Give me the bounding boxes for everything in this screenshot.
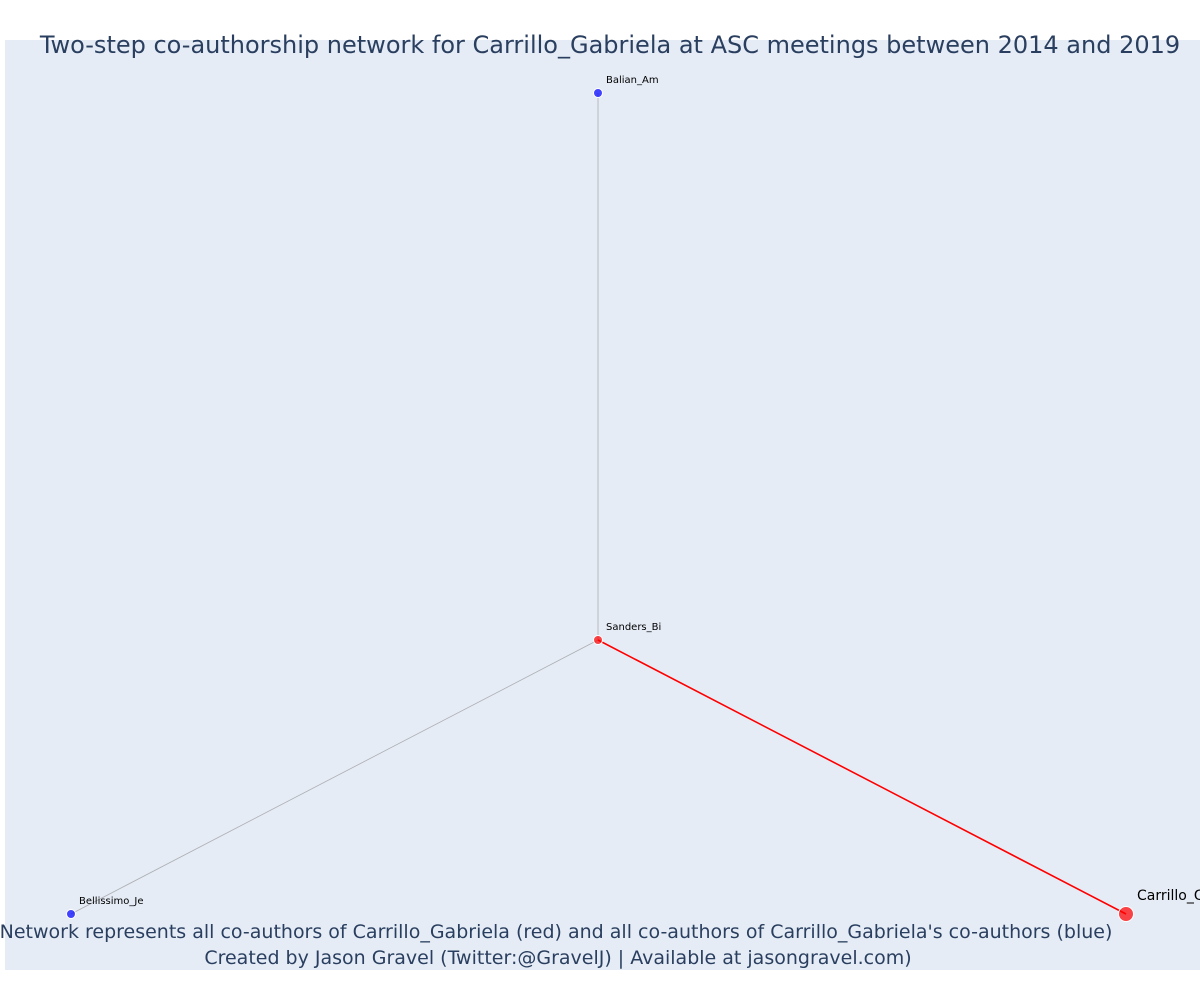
node-sanders_bi[interactable] xyxy=(593,635,603,645)
edge-layer xyxy=(70,93,1127,915)
node-balian_am[interactable] xyxy=(593,88,603,98)
label-layer: Balian_Am Sanders_Bi Bellissimo_Je Carrillo… xyxy=(79,75,1200,907)
node-bellissimo_je[interactable] xyxy=(66,909,76,919)
plot-background xyxy=(5,40,1200,970)
node-label-sanders_bi: Sanders_Bi xyxy=(606,622,661,633)
caption-line-1: Network represents all co-authors of Car… xyxy=(0,921,1112,943)
caption-line-2: Created by Jason Gravel (Twitter:@Gravel… xyxy=(204,947,911,969)
edge-bellissimo_je-sanders_bi xyxy=(70,639,599,915)
chart-title: Two-step co-authorship network for Carri… xyxy=(39,31,1180,59)
node-label-balian_am: Balian_Am xyxy=(606,75,659,86)
edge-sanders_bi-carrillo_gabriela xyxy=(597,639,1127,915)
node-label-carrillo_gabriela: Carrillo_G xyxy=(1137,888,1200,904)
node-carrillo_gabriela[interactable] xyxy=(1118,906,1134,922)
node-label-bellissimo_je: Bellissimo_Je xyxy=(79,896,144,907)
node-layer xyxy=(66,88,1134,922)
